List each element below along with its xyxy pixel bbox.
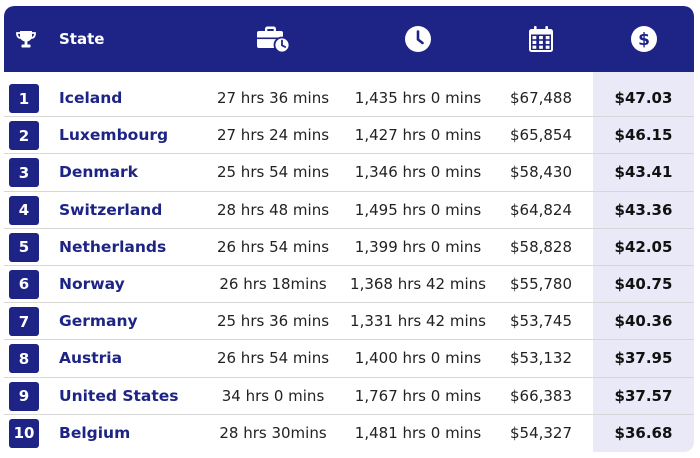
annual-hours: 1,399 hrs 0 mins [354, 237, 482, 256]
table-body: 1 Iceland 27 hrs 36 mins 1,435 hrs 0 mins $6… [4, 80, 694, 452]
state-column-header: State [59, 6, 104, 72]
table-row: 3 Denmark 25 hrs 54 mins 1,346 hrs 0 mins $5… [4, 154, 694, 192]
weekly-hours: 25 hrs 54 mins [216, 163, 330, 182]
annual-salary: $53,132 [509, 349, 573, 368]
annual-hours: 1,400 hrs 0 mins [354, 349, 482, 368]
state-name: Switzerland [59, 200, 163, 219]
trophy-icon [4, 6, 48, 72]
hourly-rate: $37.57 [614, 386, 673, 405]
hourly-rate: $46.15 [614, 126, 673, 145]
state-name: Denmark [59, 163, 138, 182]
table-row: 5 Netherlands 26 hrs 54 mins 1,399 hrs 0 mi… [4, 229, 694, 266]
hourly-rate: $40.36 [614, 312, 673, 331]
table-row: 9 United States 34 hrs 0 mins 1,767 hrs 0 m… [4, 378, 694, 415]
table-row: 2 Luxembourg 27 hrs 24 mins 1,427 hrs 0 min… [4, 117, 694, 155]
table-row: 8 Austria 26 hrs 54 mins 1,400 hrs 0 mins $5… [4, 340, 694, 378]
rank-badge: 6 [9, 269, 39, 299]
hourly-rate: $42.05 [614, 237, 673, 256]
hourly-rate: $47.03 [614, 89, 673, 107]
rank-badge: 1 [9, 84, 39, 113]
annual-salary: $58,828 [509, 237, 573, 256]
weekly-hours: 26 hrs 54 mins [216, 237, 330, 256]
weekly-hours: 25 hrs 36 mins [216, 312, 330, 331]
table-row: 4 Switzerland 28 hrs 48 mins 1,495 hrs 0 mi… [4, 192, 694, 229]
svg-text:$: $ [638, 30, 650, 50]
annual-salary: $66,383 [509, 386, 573, 405]
weekly-hours: 27 hrs 36 mins [216, 89, 330, 107]
annual-hours: 1,767 hrs 0 mins [354, 386, 482, 405]
annual-hours: 1,346 hrs 0 mins [354, 163, 482, 182]
weekly-hours: 28 hrs 30mins [219, 423, 327, 442]
hourly-rate: $36.68 [614, 423, 673, 442]
state-name: Norway [59, 274, 125, 293]
state-name: Belgium [59, 423, 131, 442]
briefcase-clock-icon [199, 6, 347, 72]
annual-hours: 1,481 hrs 0 mins [354, 423, 482, 442]
annual-hours: 1,495 hrs 0 mins [354, 200, 482, 219]
rank-badge: 3 [9, 158, 39, 188]
state-header-label: State [59, 30, 105, 48]
state-name: Austria [59, 349, 123, 368]
annual-hours: 1,427 hrs 0 mins [354, 126, 482, 145]
hourly-rate: $43.36 [614, 200, 673, 219]
table-row: 7 Germany 25 hrs 36 mins 1,331 hrs 42 mins $… [4, 303, 694, 341]
rank-badge: 4 [9, 195, 39, 225]
annual-salary: $65,854 [509, 126, 573, 145]
weekly-hours: 26 hrs 18mins [219, 274, 327, 293]
annual-salary: $58,430 [509, 163, 573, 182]
rank-badge: 8 [9, 344, 39, 374]
ranking-table: State [4, 6, 694, 452]
hourly-rate: $43.41 [614, 163, 673, 182]
weekly-hours: 27 hrs 24 mins [216, 126, 330, 145]
weekly-hours: 34 hrs 0 mins [221, 386, 325, 405]
dollar-icon: $ [593, 6, 694, 72]
annual-salary: $53,745 [509, 312, 573, 331]
hourly-rate-highlight [593, 72, 694, 452]
rank-badge: 7 [9, 307, 39, 337]
state-name: United States [59, 386, 179, 405]
hourly-rate: $37.95 [614, 349, 673, 368]
clock-icon [347, 6, 489, 72]
annual-hours: 1,435 hrs 0 mins [354, 89, 482, 107]
hourly-rate: $40.75 [614, 274, 673, 293]
annual-salary: $64,824 [509, 200, 573, 219]
calendar-icon [489, 6, 593, 72]
rank-badge: 10 [9, 418, 39, 448]
state-name: Germany [59, 312, 138, 331]
weekly-hours: 26 hrs 54 mins [216, 349, 330, 368]
rank-badge: 5 [9, 232, 39, 262]
annual-salary: $55,780 [509, 274, 573, 293]
annual-hours: 1,331 hrs 42 mins [350, 312, 486, 331]
rank-badge: 2 [9, 121, 39, 151]
table-row: 1 Iceland 27 hrs 36 mins 1,435 hrs 0 mins $6… [4, 80, 694, 118]
table-header: State [4, 6, 694, 72]
table-row: 6 Norway 26 hrs 18mins 1,368 hrs 42 mins $55… [4, 266, 694, 304]
annual-salary: $67,488 [509, 89, 573, 107]
annual-salary: $54,327 [509, 423, 573, 442]
annual-hours: 1,368 hrs 42 mins [350, 274, 486, 293]
state-name: Iceland [59, 89, 123, 107]
table-row: 10 Belgium 28 hrs 30mins 1,481 hrs 0 mins $5… [4, 415, 694, 452]
rank-badge: 9 [9, 381, 39, 411]
weekly-hours: 28 hrs 48 mins [216, 200, 330, 219]
state-name: Netherlands [59, 237, 167, 256]
state-name: Luxembourg [59, 126, 169, 145]
